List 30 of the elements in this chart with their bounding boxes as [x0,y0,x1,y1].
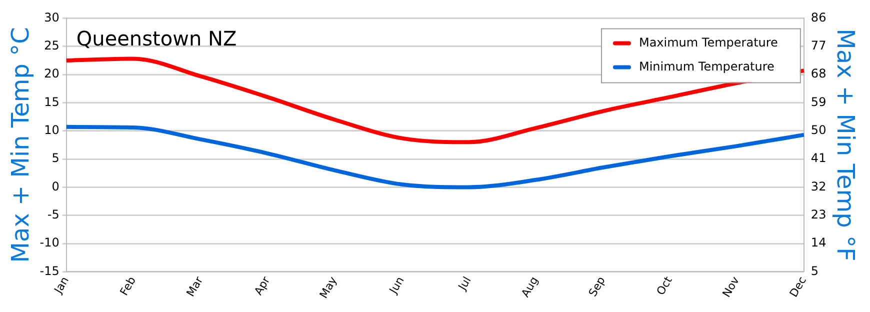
y2-tick-label: 5 [810,264,819,278]
y2-tick-label: 50 [810,122,826,137]
y-tick-label: 30 [44,10,60,24]
text: Queenstown NZ [76,26,237,50]
y2-tick-label: 32 [810,179,826,194]
y-tick-label: 15 [44,94,60,109]
y-tick-label: 25 [44,38,60,52]
y2-tick-label: 59 [810,94,826,109]
y-axis-title: Max + Min Temp °C [6,27,35,263]
x-tick-label: Jun [386,274,407,297]
y-tick-label: 10 [44,122,60,137]
legend-label: Maximum Temperature [638,35,778,50]
line-series [64,124,806,190]
x-tick-label: Feb [118,274,139,298]
y2-tick-label: 86 [810,10,826,24]
y-tick-label: -5 [47,207,60,222]
y2-tick-label: 23 [810,207,826,222]
y-tick-label: 20 [44,66,60,81]
y2-tick-label: 68 [810,66,826,81]
y2-tick-label: 77 [810,38,826,52]
y-tick-label: -10 [40,236,60,250]
legend-label: Minimum Temperature [638,59,774,74]
x-tick-label: Jul [455,274,474,294]
line-series [64,56,806,144]
y2-tick-label: 14 [810,236,826,250]
x-tick-label: Oct [654,274,676,298]
y-tick-label: 5 [52,151,60,166]
y-tick-label: 0 [52,179,60,194]
y2-tick-label: 41 [810,151,826,166]
y2-axis-title: Max + Min Temp °F [831,28,860,262]
